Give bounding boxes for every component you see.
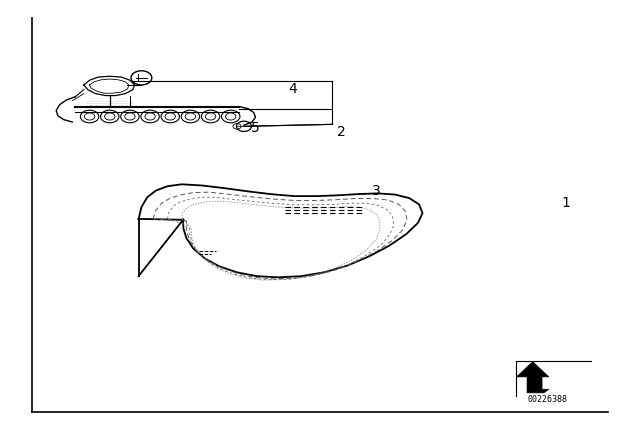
- Text: 00226388: 00226388: [527, 395, 568, 404]
- Text: 4: 4: [288, 82, 297, 96]
- Text: 2: 2: [337, 125, 346, 139]
- Text: 3: 3: [372, 185, 381, 198]
- Polygon shape: [527, 389, 548, 393]
- Text: 1: 1: [562, 196, 571, 210]
- Text: 5: 5: [251, 121, 260, 135]
- Polygon shape: [516, 362, 548, 389]
